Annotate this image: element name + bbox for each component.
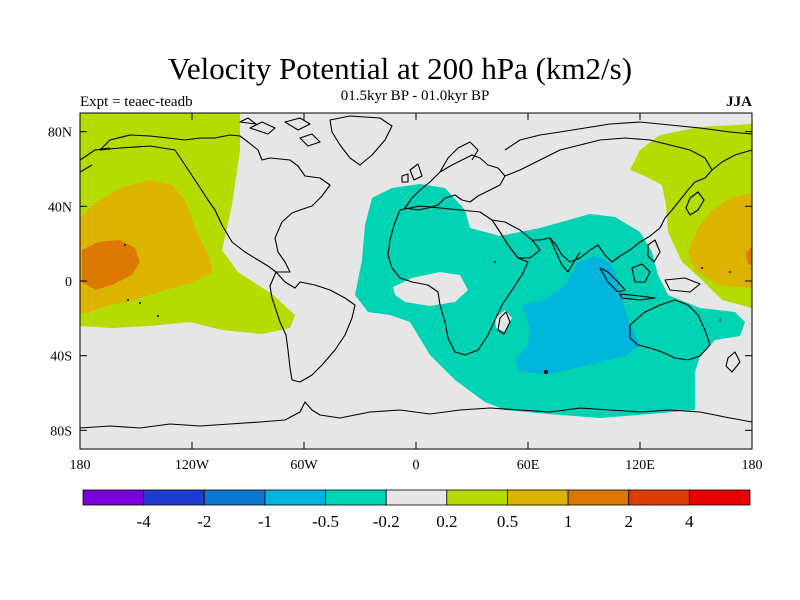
coast-kamchatka [711,149,752,171]
lon-tick-label: 120W [175,458,210,473]
colorbar-swatch [446,489,508,506]
coast-new-guinea [664,277,701,293]
lat-axis: 80N 40N 0 40S 80S [48,126,752,439]
coast-java [619,293,656,301]
coast-india [549,237,581,273]
coast-philippines [647,239,661,263]
lon-tick-label: 60W [290,458,318,473]
lon-tick-label: 0 [413,458,420,473]
lat-tick-label: 80S [50,424,72,439]
colorbar-label: 2 [624,512,633,531]
colorbar-label: -2 [197,512,211,531]
experiment-label: Expt = teaec-teadb [80,94,193,110]
season-label: JJA [726,94,752,110]
coast-japan [685,191,705,216]
region-positive-strong [82,240,140,290]
coast-australia [629,299,711,361]
coast-scandinavia [439,141,479,173]
lat-tick-label: 0 [65,275,72,290]
colorbar-label: 0.2 [436,512,457,531]
colorbar-label: 4 [685,512,694,531]
coast-antarctica [80,401,752,429]
coast-madagascar [497,311,511,335]
region-positive-strong-east-edge [746,246,752,266]
lon-tick-label: 180 [742,458,763,473]
colorbar-swatch [385,489,448,506]
coastlines [80,115,752,429]
colorbar-swatch [264,489,326,506]
map-subtitle: 01.5kyr BP - 01.0kyr BP [340,88,490,104]
coast-greenland [329,115,393,166]
colorbar-label: 0.5 [497,512,518,531]
lat-tick-label: 80N [48,126,72,141]
coast-africa [387,205,529,356]
colorbar-swatch [82,489,145,506]
colorbar-label: -1 [258,512,272,531]
region-negative-weak-small [524,274,538,286]
colorbar-label: -4 [137,512,152,531]
lon-tick-label: 60E [517,458,540,473]
colorbar: -4 -2 -1 -0.5 -0.2 0.2 0.5 1 2 4 [82,489,751,531]
coast-sumatra [599,267,626,293]
lon-axis: 180 120W 60W 0 60E 120E 180 [70,113,763,473]
colorbar-swatch [628,489,690,506]
coast-siberia-north [504,121,752,151]
coast-north-america [99,134,331,273]
coast-alaska [80,147,111,173]
coast-arabia [491,219,541,259]
coast-south-america [269,271,356,383]
coast-new-zealand [725,351,741,373]
region-negative-moderate [515,256,640,374]
lat-tick-label: 40N [48,200,72,215]
coast-arctic-islands [239,117,321,147]
coast-borneo [631,263,651,283]
colorbar-label: -0.5 [312,512,339,531]
colorbar-swatch [507,489,569,506]
island-dots [124,244,731,374]
lon-tick-label: 120E [625,458,655,473]
colorbar-label: 1 [564,512,573,531]
contour-fills [80,113,752,429]
lon-tick-label: 180 [70,458,91,473]
region-positive-moderate-east [688,193,752,288]
colorbar-swatch [143,489,205,506]
colorbar-label: -0.2 [373,512,400,531]
lat-tick-label: 40S [50,350,72,365]
colorbar-swatch [203,489,266,506]
map-title: Velocity Potential at 200 hPa (km2/s) [167,51,633,86]
colorbar-swatch [325,489,387,506]
colorbar-swatch [567,489,630,506]
colorbar-swatch [688,489,751,506]
coast-british-isles [401,163,423,183]
